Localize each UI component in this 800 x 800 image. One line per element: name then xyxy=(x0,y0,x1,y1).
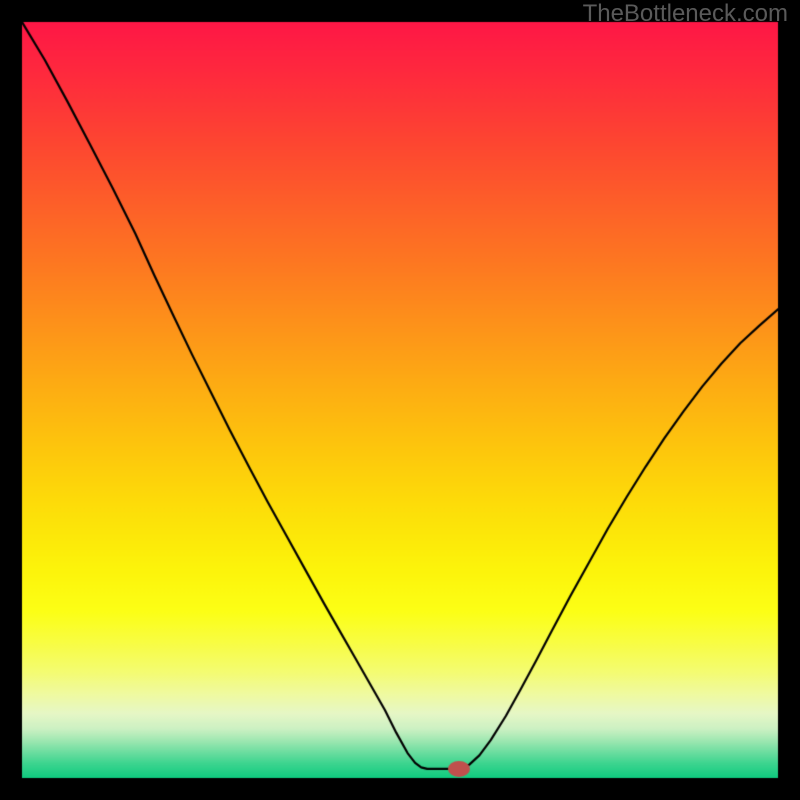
chart-container: TheBottleneck.com xyxy=(0,0,800,800)
bottleneck-chart-canvas xyxy=(0,0,800,800)
watermark-label: TheBottleneck.com xyxy=(583,0,788,28)
